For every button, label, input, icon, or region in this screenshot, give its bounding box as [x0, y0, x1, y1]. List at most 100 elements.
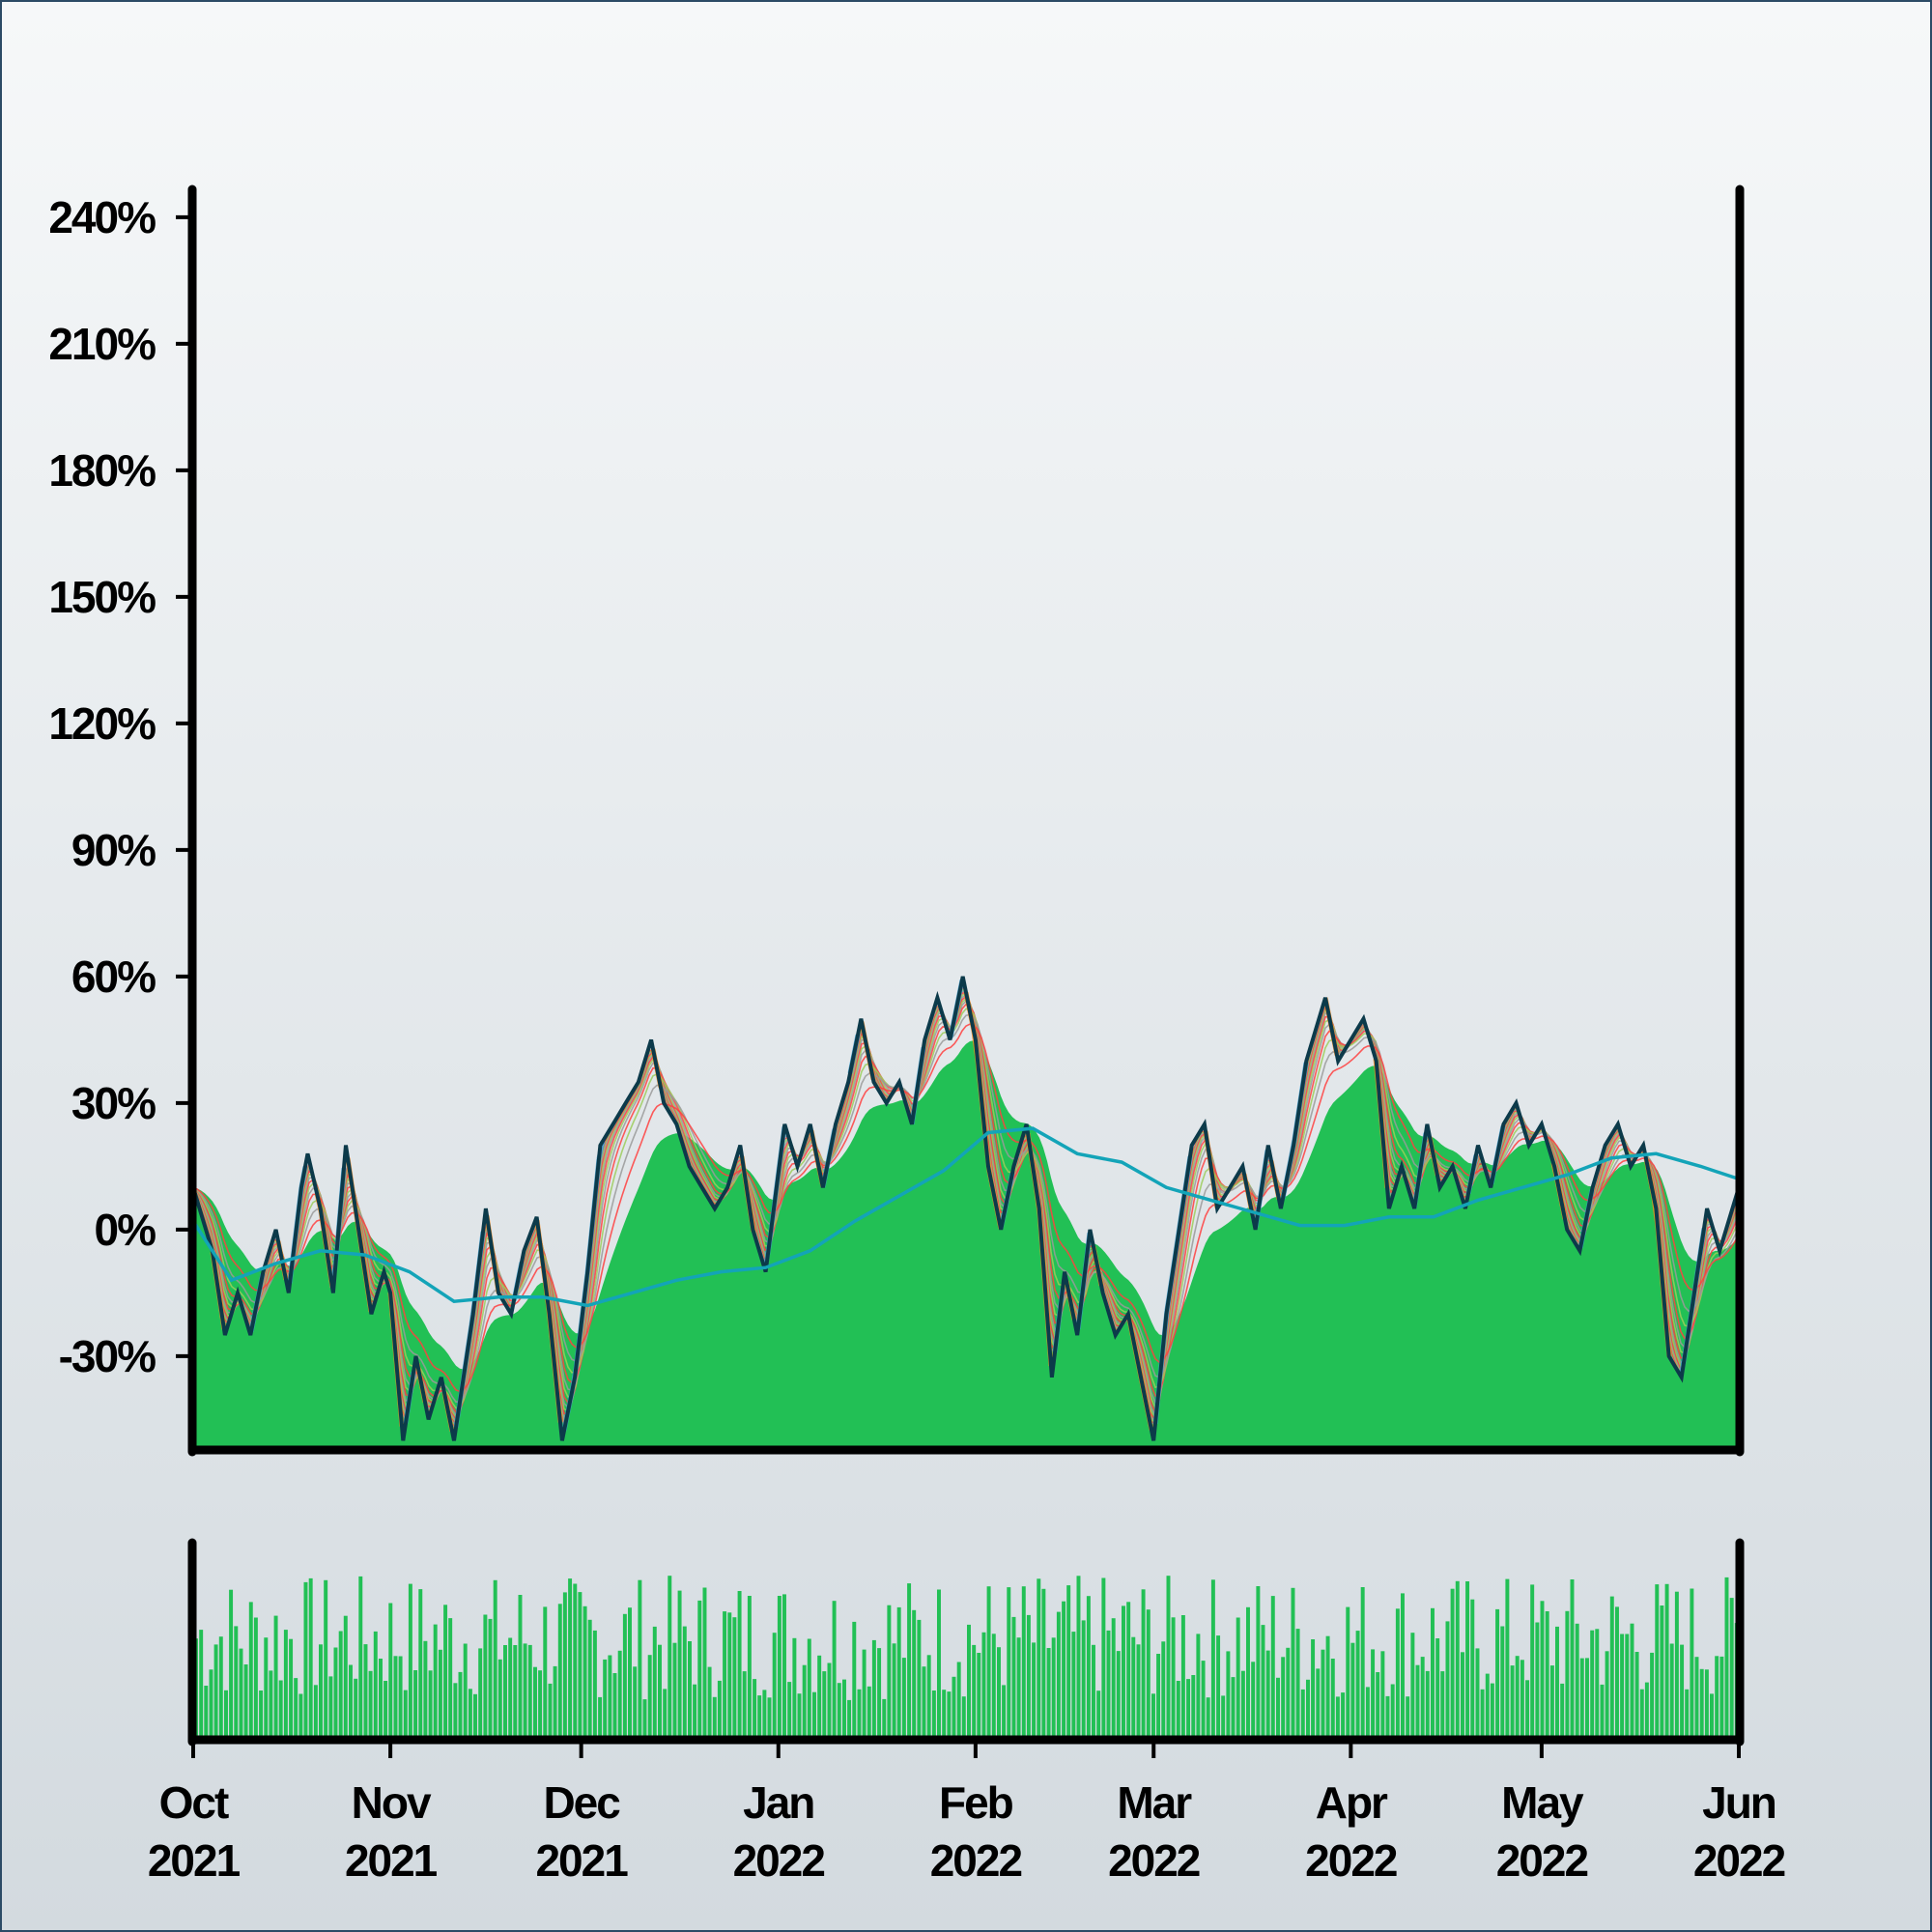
volume-bar [1355, 1631, 1360, 1739]
y-tick-label: 0% [95, 1205, 156, 1255]
volume-bar [398, 1656, 403, 1739]
volume-bar [942, 1690, 947, 1739]
volume-bar [1465, 1581, 1470, 1739]
volume-bar [1032, 1642, 1037, 1739]
volume-bar [1435, 1638, 1440, 1739]
volume-bar [573, 1583, 578, 1739]
volume-bar [947, 1691, 952, 1739]
volume-bar [1176, 1681, 1180, 1739]
volume-bar [1066, 1585, 1071, 1739]
volume-bar [423, 1640, 428, 1739]
volume-bar [1455, 1580, 1460, 1739]
volume-bar [1281, 1657, 1286, 1739]
volume-bar [349, 1664, 353, 1739]
volume-bar [1026, 1614, 1031, 1739]
volume-bar [1704, 1669, 1709, 1739]
volume-bar [543, 1606, 548, 1739]
volume-bar [1092, 1644, 1095, 1739]
volume-bar [582, 1605, 587, 1739]
volume-bar [363, 1644, 368, 1739]
volume-bar [1236, 1617, 1240, 1739]
x-tick-year: 2022 [733, 1835, 825, 1886]
volume-bar [1037, 1578, 1041, 1739]
volume-bar [817, 1655, 822, 1739]
volume-bar [319, 1644, 323, 1739]
volume-bar [428, 1670, 433, 1739]
y-tick-label: 240% [48, 192, 156, 242]
volume-bar [1480, 1689, 1485, 1739]
volume-bar [1002, 1685, 1007, 1739]
volume-bar [1520, 1660, 1524, 1739]
volume-bar [243, 1664, 248, 1739]
volume-bar [1431, 1607, 1435, 1739]
volume-bar [647, 1655, 652, 1739]
volume-bar [1086, 1596, 1091, 1739]
volume-bar [727, 1612, 732, 1739]
volume-bar [229, 1589, 234, 1739]
volume-bar [857, 1689, 862, 1739]
volume-bar [1390, 1684, 1395, 1739]
volume-bar [448, 1618, 453, 1739]
volume-bar [1341, 1692, 1346, 1739]
x-tick-month: Oct [159, 1777, 229, 1828]
volume-bar [642, 1699, 647, 1739]
volume-bar [1306, 1679, 1310, 1739]
volume-bar [737, 1591, 742, 1739]
volume-bar [199, 1630, 204, 1739]
volume-bar [1690, 1588, 1694, 1739]
volume-bar [1360, 1587, 1365, 1739]
volume-bar [273, 1615, 278, 1739]
volume-bar [862, 1649, 867, 1739]
volume-bar [493, 1579, 497, 1739]
volume-bar [1415, 1664, 1420, 1739]
volume-bar [827, 1662, 832, 1739]
volume-bar [1485, 1673, 1490, 1739]
volume-bar [847, 1699, 852, 1739]
volume-bar [612, 1673, 617, 1739]
volume-bar [553, 1665, 557, 1739]
volume-bar [468, 1689, 472, 1739]
volume-bar [1674, 1591, 1679, 1739]
volume-bar [259, 1690, 264, 1739]
volume-bar [1525, 1680, 1530, 1739]
volume-bar [652, 1626, 657, 1739]
volume-bar [1151, 1693, 1155, 1739]
volume-bar [997, 1647, 1001, 1739]
volume-bar [926, 1655, 931, 1739]
volume-bar [1126, 1602, 1131, 1739]
volume-bar [1350, 1642, 1355, 1739]
volume-bar [1106, 1630, 1111, 1739]
volume-bar [672, 1642, 677, 1739]
volume-bar [354, 1678, 358, 1739]
volume-bar [1146, 1609, 1151, 1739]
moving-average-line [193, 1126, 1739, 1308]
volume-bar [253, 1617, 258, 1739]
volume-bar [518, 1595, 523, 1739]
x-tick-month: Jun [1702, 1777, 1776, 1828]
volume-bar [1609, 1596, 1614, 1739]
volume-bar [907, 1583, 912, 1739]
volume-bar [1246, 1606, 1250, 1739]
volume-bar [384, 1681, 388, 1739]
volume-bar [1186, 1679, 1191, 1739]
volume-bar [413, 1670, 418, 1739]
volume-bar [1555, 1626, 1559, 1739]
volume-bar [239, 1648, 243, 1739]
volume-bar [658, 1644, 662, 1739]
volume-bar [1560, 1683, 1565, 1739]
volume-bar [792, 1637, 797, 1739]
y-tick-label: 150% [48, 572, 156, 622]
volume-bar [747, 1596, 752, 1739]
volume-bar [1595, 1629, 1600, 1739]
volume-bar [922, 1666, 926, 1739]
volume-bar [1330, 1659, 1335, 1739]
price-axes [187, 185, 1745, 1457]
volume-bar [1699, 1668, 1704, 1739]
volume-bar [812, 1691, 816, 1739]
volume-bar [1535, 1622, 1540, 1739]
volume-bar [1081, 1620, 1086, 1739]
volume-bar [871, 1639, 876, 1739]
volume-bar [533, 1666, 537, 1739]
volume-bar [837, 1683, 841, 1739]
